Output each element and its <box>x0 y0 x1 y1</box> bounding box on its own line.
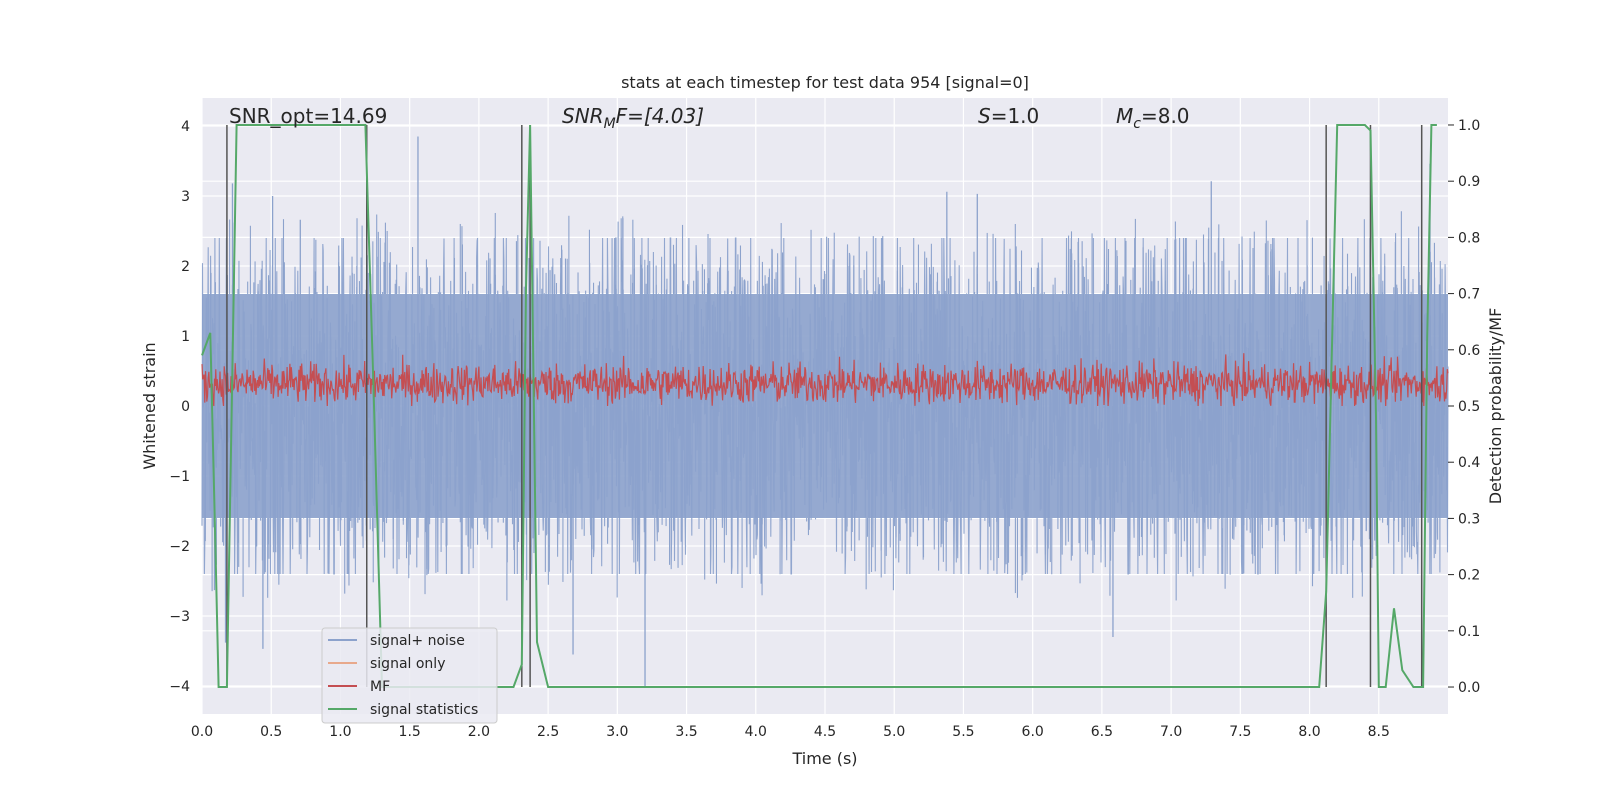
y-tick-label-6: 2 <box>181 259 190 275</box>
x-tick-label-1: 0.5 <box>260 724 282 740</box>
x-tick-label-8: 4.0 <box>745 724 767 740</box>
chart-title: stats at each timestep for test data 954… <box>621 73 1029 92</box>
signal-statistics-series <box>201 124 1437 688</box>
y2-tick-label-0: 0.0 <box>1458 680 1480 696</box>
y2-axis-label: Detection probability/MF <box>1486 308 1505 505</box>
legend-label-0: signal+ noise <box>370 633 465 649</box>
legend-label-3: signal statistics <box>370 702 478 718</box>
y-tick-label-4: 0 <box>181 399 190 415</box>
y2-tick-label-9: 0.9 <box>1458 174 1480 190</box>
x-tick-label-12: 6.0 <box>1022 724 1044 740</box>
y-tick-label-0: −4 <box>169 679 190 695</box>
y-tick-label-1: −3 <box>169 609 190 625</box>
y2-tick-label-8: 0.8 <box>1458 230 1480 246</box>
legend-box <box>321 627 498 724</box>
y2-tick-label-2: 0.2 <box>1458 568 1480 584</box>
x-tick-label-11: 5.5 <box>952 724 974 740</box>
y-axis-label: Whitened strain <box>140 342 159 469</box>
annotation-3: Mc=8.0 <box>1116 104 1190 132</box>
y2-tick-label-5: 0.5 <box>1458 399 1480 415</box>
legend-label-2: MF <box>370 679 390 695</box>
annotation-2: S=1.0 <box>978 104 1039 128</box>
x-tick-label-16: 8.0 <box>1298 724 1320 740</box>
legend-label-1: signal only <box>370 656 445 672</box>
y-tick-label-3: −1 <box>169 469 190 485</box>
x-tick-label-6: 3.0 <box>606 724 628 740</box>
annotation-0: SNR_opt=14.69 <box>229 104 387 128</box>
y2-tick-label-7: 0.7 <box>1458 287 1480 303</box>
x-tick-label-13: 6.5 <box>1091 724 1113 740</box>
y2-tick-label-3: 0.3 <box>1458 511 1480 527</box>
y2-tick-label-1: 0.1 <box>1458 624 1480 640</box>
x-tick-label-10: 5.0 <box>883 724 905 740</box>
y2-tick-label-4: 0.4 <box>1458 455 1480 471</box>
legend: signal+ noise signal only MF signal statist… <box>321 627 498 724</box>
annotations: SNR_opt=14.69 SNRMF=[4.03] S=1.0 Mc=8.0 <box>229 104 1190 132</box>
signal-statistics-line <box>201 124 1437 688</box>
y-tick-label-5: 1 <box>181 329 190 345</box>
y-tick-label-7: 3 <box>181 189 190 205</box>
ticks: 0.0 0.5 1.0 1.5 2.0 2.5 3.0 3.5 4.0 4.5 5.0 5.5 6.0 6… <box>169 118 1480 740</box>
x-tick-label-14: 7.0 <box>1160 724 1182 740</box>
noise-band <box>202 294 1448 518</box>
y-tick-label-2: −2 <box>169 539 190 555</box>
y-tick-label-8: 4 <box>181 119 190 135</box>
annotation-1: SNRMF=[4.03] <box>562 104 704 132</box>
mf-series <box>201 353 1449 407</box>
x-axis-label: Time (s) <box>791 749 857 768</box>
y2-tick-label-6: 0.6 <box>1458 343 1480 359</box>
x-tick-label-15: 7.5 <box>1229 724 1251 740</box>
x-tick-label-17: 8.5 <box>1368 724 1390 740</box>
mf-trace <box>201 353 1449 407</box>
x-tick-label-2: 1.0 <box>329 724 351 740</box>
signal-plus-noise-series <box>201 136 1449 686</box>
x-tick-label-7: 3.5 <box>675 724 697 740</box>
x-tick-label-5: 2.5 <box>537 724 559 740</box>
x-tick-label-4: 2.0 <box>468 724 490 740</box>
x-tick-label-3: 1.5 <box>399 724 421 740</box>
y2-tick-label-10: 1.0 <box>1458 118 1480 134</box>
x-tick-label-9: 4.5 <box>814 724 836 740</box>
x-tick-label-0: 0.0 <box>191 724 213 740</box>
